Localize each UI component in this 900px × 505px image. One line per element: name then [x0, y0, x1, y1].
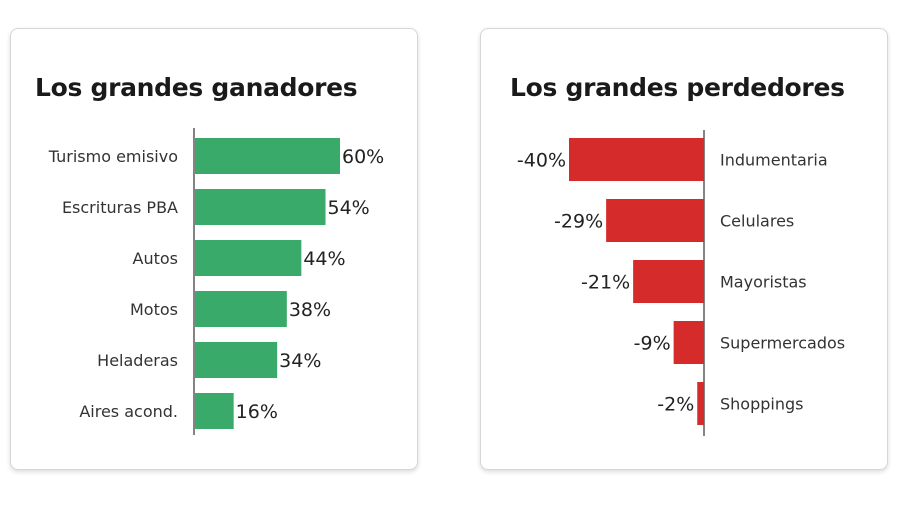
winners-card: Los grandes ganadores Turismo emisivo 60%…	[10, 28, 418, 470]
winners-bar	[195, 342, 278, 378]
losers-value-label: -2%	[657, 394, 694, 416]
winners-title: Los grandes ganadores	[35, 73, 358, 102]
winners-bar	[195, 240, 302, 276]
losers-title: Los grandes perdedores	[510, 73, 845, 102]
losers-category-label: Indumentaria	[720, 151, 828, 170]
winners-bar	[195, 393, 234, 429]
winners-category-label: Motos	[130, 300, 178, 319]
winners-category-label: Escrituras PBA	[62, 198, 178, 217]
losers-value-label: -21%	[581, 272, 630, 294]
losers-category-label: Celulares	[720, 212, 794, 231]
winners-bar	[195, 291, 287, 327]
losers-bar	[606, 199, 704, 242]
losers-bar	[673, 321, 704, 364]
losers-chart: -40% Indumentaria -29% Celulares -21% Mayoris…	[517, 130, 845, 436]
winners-value-label: 34%	[279, 350, 321, 372]
losers-category-label: Mayoristas	[720, 273, 807, 292]
winners-category-label: Heladeras	[97, 351, 178, 370]
losers-bar	[633, 260, 704, 303]
winners-value-label: 60%	[342, 146, 384, 168]
losers-value-label: -29%	[554, 211, 603, 233]
winners-category-label: Autos	[133, 249, 178, 268]
winners-category-label: Aires acond.	[79, 402, 178, 421]
winners-value-label: 54%	[328, 197, 370, 219]
winners-bar	[195, 189, 326, 225]
winners-chart: Turismo emisivo 60% Escrituras PBA 54% Autos…	[48, 128, 384, 435]
losers-value-label: -40%	[517, 150, 566, 172]
losers-value-label: -9%	[634, 333, 671, 355]
winners-value-label: 38%	[289, 299, 331, 321]
winners-value-label: 16%	[236, 401, 278, 423]
losers-card: Los grandes perdedores -40% Indumentaria -…	[480, 28, 888, 470]
winners-category-label: Turismo emisivo	[48, 147, 178, 166]
losers-category-label: Shoppings	[720, 395, 803, 414]
losers-bar	[697, 382, 704, 425]
winners-bar	[195, 138, 340, 174]
losers-category-label: Supermercados	[720, 334, 845, 353]
winners-value-label: 44%	[303, 248, 345, 270]
losers-bar	[569, 138, 704, 181]
